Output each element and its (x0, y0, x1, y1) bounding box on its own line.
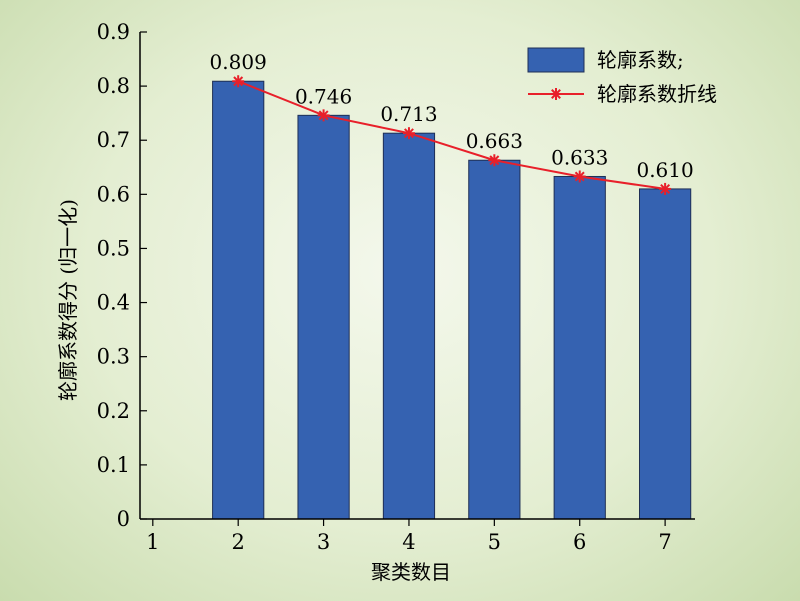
x-ticks: 1 2 3 4 5 6 7 (146, 519, 672, 554)
line-path (237, 80, 666, 190)
data-labels: 0.809 0.746 0.713 0.663 0.633 0.610 (210, 50, 694, 182)
line-point (317, 109, 330, 122)
legend-asterisk (550, 88, 562, 100)
y-tick-label: 0.7 (97, 128, 130, 152)
legend-bar-label: 轮廓系数; (597, 48, 684, 72)
legend: 轮廓系数; 轮廓系数折线 (527, 47, 717, 106)
x-tick-label: 2 (232, 530, 245, 554)
bar (212, 80, 265, 520)
line-point (488, 154, 501, 167)
bar-series (212, 80, 692, 520)
line-point (573, 170, 586, 183)
x-tick-label: 7 (658, 530, 671, 554)
line-series (232, 75, 672, 195)
line-point (232, 75, 245, 88)
y-tick-label: 0.4 (97, 291, 130, 315)
y-ticks: 0 0.1 0.2 0.3 0.4 0.5 0.6 0.7 0.8 0.9 (97, 20, 147, 531)
y-tick-label: 0.5 (97, 236, 130, 260)
y-tick-label: 0.8 (97, 74, 130, 98)
y-tick-label: 0.2 (97, 399, 130, 423)
bar (468, 159, 521, 520)
data-label: 0.746 (295, 84, 352, 108)
y-tick-label: 0 (117, 507, 130, 531)
axes (139, 32, 695, 520)
x-tick-label: 5 (488, 530, 501, 554)
x-tick-label: 1 (146, 530, 159, 554)
bar (382, 132, 436, 520)
x-tick-label: 4 (402, 530, 415, 554)
y-tick-label: 0.3 (97, 345, 130, 369)
y-axis-title: 轮廓系数得分 (归一化) (56, 199, 80, 401)
bar (639, 188, 692, 520)
bar (553, 175, 606, 520)
legend-line-marker (550, 88, 562, 100)
legend-line-label: 轮廓系数折线 (597, 82, 717, 106)
data-label: 0.713 (380, 102, 437, 126)
x-tick-label: 6 (573, 530, 586, 554)
y-tick-label: 0.6 (97, 182, 130, 206)
line-point (402, 127, 415, 140)
data-label: 0.610 (636, 158, 693, 182)
x-tick-label: 3 (317, 530, 330, 554)
data-label: 0.809 (210, 50, 267, 74)
y-tick-label: 0.9 (97, 20, 130, 44)
legend-bar-swatch (527, 47, 585, 73)
line-point (659, 182, 672, 195)
x-axis-title: 聚类数目 (371, 560, 451, 584)
data-label: 0.633 (551, 145, 608, 169)
bar (297, 114, 350, 520)
y-tick-label: 0.1 (97, 453, 130, 477)
data-label: 0.663 (466, 129, 523, 153)
